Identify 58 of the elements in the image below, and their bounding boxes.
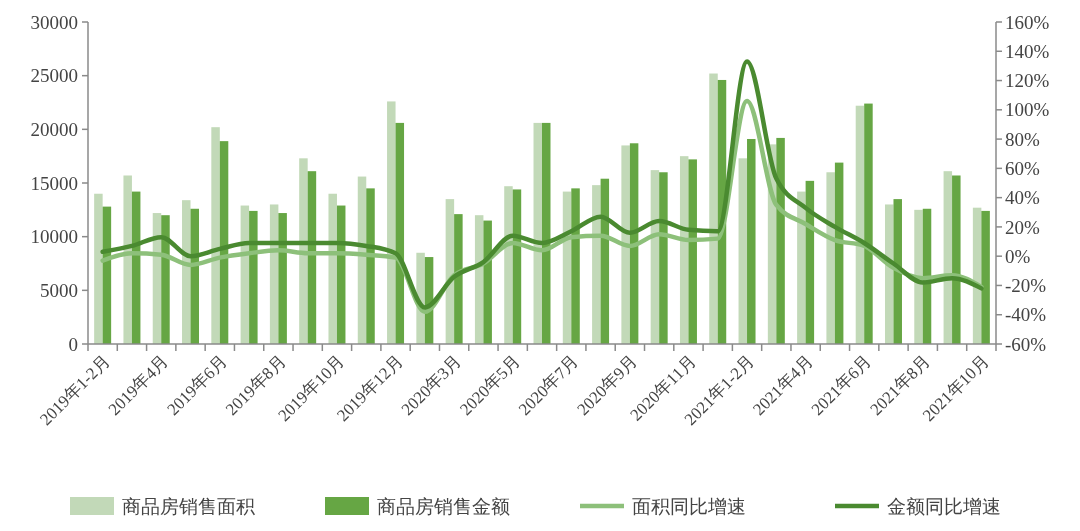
legend-label: 面积同比增速 — [632, 495, 746, 517]
bar — [592, 185, 601, 344]
bar — [826, 172, 835, 344]
bar — [278, 213, 287, 344]
bar — [366, 188, 375, 344]
bar — [659, 172, 668, 344]
y2-tick-label: 140% — [1005, 40, 1050, 62]
y2-tick-label: 100% — [1005, 99, 1050, 121]
bar — [123, 175, 132, 344]
y2-tick-label: -40% — [1005, 304, 1047, 326]
y-tick-label: 30000 — [30, 11, 78, 33]
bar — [299, 158, 308, 344]
bar — [747, 138, 756, 344]
bar — [943, 171, 953, 344]
y-tick-label: 25000 — [30, 65, 78, 87]
bar — [533, 122, 542, 344]
y2-tick-label: 120% — [1005, 70, 1050, 92]
legend-label: 商品房销售面积 — [122, 495, 255, 517]
y2-tick-label: 80% — [1005, 128, 1040, 150]
bar — [952, 175, 961, 344]
bar — [709, 73, 718, 344]
y2-tick-label: 0% — [1005, 245, 1031, 267]
bar — [621, 145, 630, 344]
bar — [94, 193, 103, 344]
bar — [454, 214, 463, 344]
legend-label: 金额同比增速 — [887, 495, 1001, 517]
bar — [914, 209, 923, 344]
bar — [161, 215, 170, 344]
bar — [542, 122, 551, 344]
bar — [182, 200, 191, 344]
bar — [571, 188, 580, 344]
bar — [893, 199, 902, 344]
bar — [249, 210, 258, 344]
bar — [864, 103, 873, 344]
y-tick-label: 0 — [68, 333, 78, 355]
bar — [483, 220, 492, 344]
y2-tick-label: -20% — [1005, 275, 1047, 297]
y-tick-label: 20000 — [30, 118, 78, 140]
bar — [797, 191, 806, 344]
bar — [387, 101, 396, 344]
bar — [688, 159, 697, 344]
bar — [855, 105, 865, 344]
line-series — [100, 59, 984, 310]
bar — [981, 210, 990, 344]
y2-tick-label: 160% — [1005, 11, 1050, 33]
y-tick-label: 5000 — [40, 279, 78, 301]
legend-label: 商品房销售金额 — [377, 495, 510, 517]
y2-tick-label: 40% — [1005, 187, 1040, 209]
bar — [738, 158, 748, 344]
bar — [211, 127, 220, 344]
y2-tick-label: -60% — [1005, 333, 1047, 355]
bar — [776, 137, 785, 344]
y2-tick-label: 20% — [1005, 216, 1040, 238]
bar — [504, 186, 513, 344]
bar — [328, 193, 337, 344]
y-tick-label: 15000 — [30, 172, 78, 194]
y2-tick-label: 60% — [1005, 158, 1040, 180]
y-tick-label: 10000 — [30, 226, 78, 248]
